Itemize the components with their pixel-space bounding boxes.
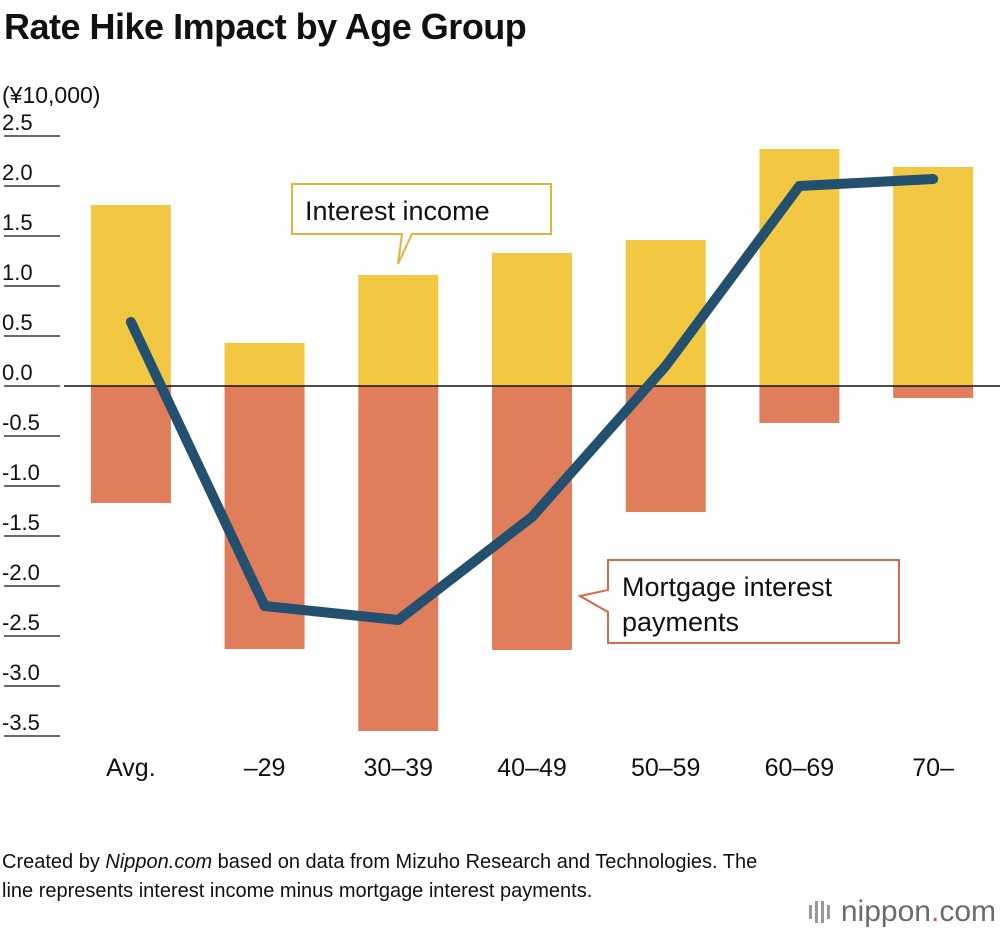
y-tick-label: -3.5 [2,710,40,735]
y-tick-label: -2.5 [2,610,40,635]
y-tick-label: 1.5 [2,210,33,235]
logo-tld: com [939,895,996,928]
callout-interest-income: Interest income [291,183,552,265]
source-suffix: based on data from Mizuho Research and T… [2,851,758,902]
bar-interest-income [224,343,305,386]
callout-interest-income-label: Interest income [305,196,490,226]
callout-interest-income-box [291,183,552,265]
logo-bars-icon [808,901,833,923]
bar-mortgage-payments [90,386,171,503]
bar-mortgage-payments [759,386,840,423]
chart-title: Rate Hike Impact by Age Group [4,6,527,47]
y-tick-label: 0.5 [2,310,33,335]
bar-interest-income [358,275,439,386]
bar-mortgage-payments [893,386,974,398]
x-tick-label: 60–69 [765,754,835,782]
y-axis-unit: (¥10,000) [2,82,101,108]
y-tick-label: 1.0 [2,260,33,285]
bar-mortgage-payments [358,386,439,731]
callout-mortgage-box [577,559,900,644]
x-tick-label: 30–39 [364,754,434,782]
x-tick-label: 70– [912,754,954,782]
logo-dot: . [930,895,940,928]
x-tick-label: 50–59 [631,754,701,782]
y-tick-label: 0.0 [2,360,33,385]
x-tick-label: 40–49 [497,754,567,782]
y-axis-ticks: 2.5 2.0 1.5 1.0 0.5 0.0 -0.5 -1.0 -1.5 -2.0 -2.5 -3… [2,110,60,737]
nippon-logo: nippon. com [808,895,996,929]
chart: 2.5 2.0 1.5 1.0 0.5 0.0 -0.5 -1.0 -1.5 -2.0 -2.5 -3… [2,110,1000,782]
x-tick-label: Avg. [106,754,156,782]
callout-mortgage-label-line1: Mortgage interest [622,572,833,602]
y-tick-label: -2.0 [2,560,40,585]
y-tick-label: -1.5 [2,510,40,535]
bar-interest-income [492,253,572,386]
bar-interest-income [90,205,171,386]
y-tick-label: 2.5 [2,110,33,135]
x-tick-label: –29 [244,754,286,782]
bar-interest-income [893,167,974,386]
y-tick-label: 2.0 [2,160,33,185]
y-tick-label: -1.0 [2,460,40,485]
callout-mortgage-label-line2: payments [622,607,739,637]
y-tick-label: -0.5 [2,410,40,435]
logo-text: nippon [840,895,931,928]
net-impact-line [125,174,939,625]
y-tick-label: -3.0 [2,660,40,685]
source-prefix: Created by [2,851,106,873]
x-axis-ticks: Avg. –29 30–39 40–49 50–59 60–69 70– [106,754,954,782]
bar-mortgage-payments [625,386,706,512]
callout-mortgage: Mortgage interest payments [577,559,900,644]
source-name: Nippon.com [105,851,213,873]
source-note: Created by Nippon.com based on data from… [2,848,762,906]
